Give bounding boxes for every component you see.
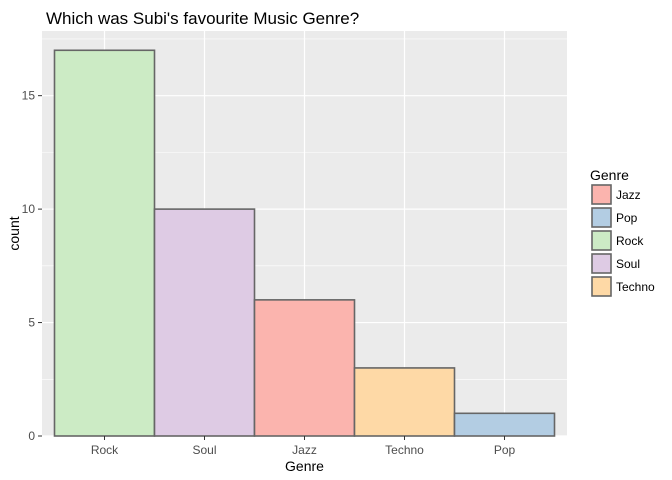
bar-soul — [153, 208, 256, 437]
y-tick-label: 10 — [22, 202, 36, 216]
y-tick-label: 5 — [28, 316, 35, 330]
legend-label-techno: Techno — [616, 280, 655, 294]
x-axis-title: Genre — [285, 458, 324, 474]
legend-label-jazz: Jazz — [616, 188, 641, 202]
bar-techno — [353, 367, 456, 437]
legend-label-rock: Rock — [616, 234, 644, 248]
x-axis-ticks: Rock Soul Jazz Techno Pop — [91, 436, 516, 457]
legend-swatch-pop — [591, 207, 612, 228]
x-tick-label: Pop — [494, 443, 516, 457]
legend-swatch-rock — [591, 230, 612, 251]
y-tick-label: 15 — [22, 89, 36, 103]
legend-swatch-techno — [591, 276, 612, 297]
y-axis-ticks: 0 5 10 15 — [22, 89, 42, 443]
bar-jazz — [253, 299, 356, 437]
legend-swatch-jazz — [591, 184, 612, 205]
legend-label-soul: Soul — [616, 257, 640, 271]
legend-swatch-soul — [591, 253, 612, 274]
bar-pop — [453, 412, 556, 437]
x-tick-label: Techno — [385, 443, 424, 457]
x-tick-label: Jazz — [292, 443, 317, 457]
chart-title: Which was Subi's favourite Music Genre? — [46, 9, 359, 28]
y-axis-title: count — [6, 216, 22, 250]
legend-label-pop: Pop — [616, 211, 638, 225]
bar-rock — [53, 49, 156, 437]
bars — [53, 49, 556, 437]
legend-title: Genre — [590, 167, 629, 183]
x-tick-label: Soul — [192, 443, 216, 457]
legend: Genre Jazz Pop Rock Soul Techno — [590, 167, 655, 297]
x-tick-label: Rock — [91, 443, 119, 457]
y-tick-label: 0 — [28, 429, 35, 443]
